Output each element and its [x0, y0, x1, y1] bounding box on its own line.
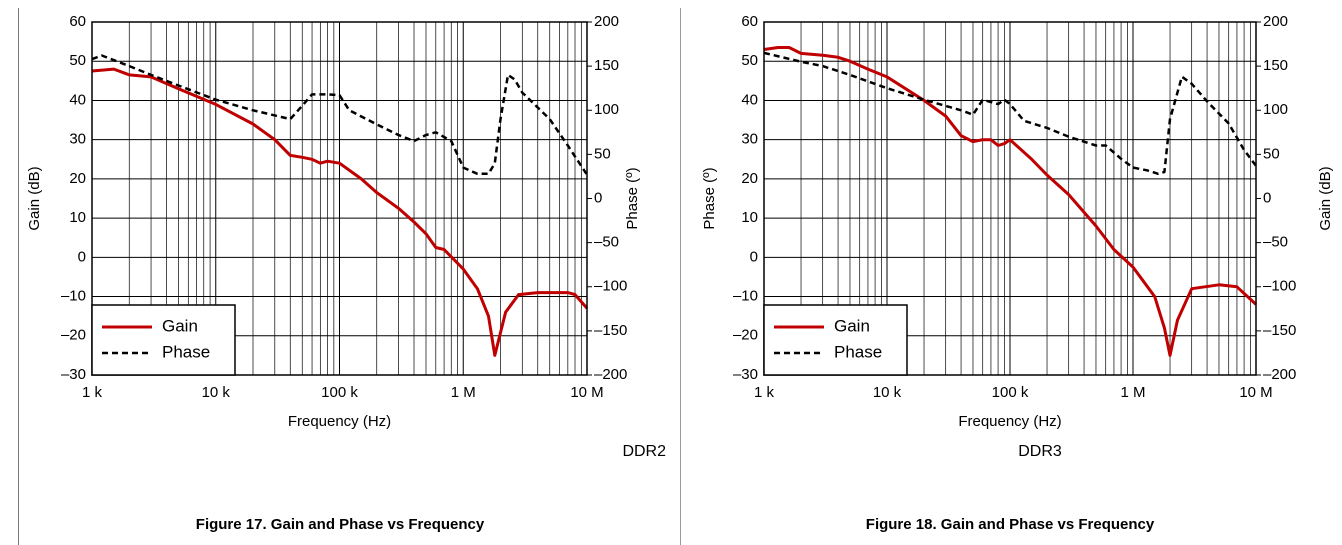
figure-caption: Figure 18. Gain and Phase vs Frequency	[866, 516, 1155, 533]
y2-tick-label: 100	[1263, 101, 1288, 118]
figure-caption: Figure 17. Gain and Phase vs Frequency	[196, 516, 485, 533]
legend-box	[91, 304, 236, 376]
y-tick-label: –30	[61, 366, 86, 383]
y2-tick-label: –150	[594, 322, 627, 339]
y2-tick-label: –100	[594, 278, 627, 295]
y2-tick-label: –200	[594, 366, 627, 383]
y2-tick-label: 200	[594, 13, 619, 30]
series-line	[91, 67, 589, 357]
y2-tick-label: 50	[594, 145, 611, 162]
legend-label: Phase	[162, 342, 210, 361]
y2-tick-label: –200	[1263, 366, 1296, 383]
x-tick-label: 10 k	[873, 384, 902, 401]
y-tick-label: 0	[78, 248, 86, 265]
y2-tick-label: 0	[594, 189, 602, 206]
x-tick-label: 100 k	[992, 384, 1029, 401]
y-tick-label: 0	[750, 248, 758, 265]
y2-tick-label: 150	[594, 57, 619, 74]
annotation: DDR2	[622, 443, 666, 460]
y2-tick-label: 100	[594, 101, 619, 118]
y-tick-label: 40	[741, 91, 758, 108]
y2-tick-label: –100	[1263, 278, 1296, 295]
x-tick-label: 1 M	[1120, 384, 1145, 401]
y2-tick-label: –150	[1263, 322, 1296, 339]
y2-tick-label: 200	[1263, 13, 1288, 30]
y-axis-label: Phase (º)	[701, 167, 718, 229]
y2-tick-label: –50	[1263, 234, 1288, 251]
y-tick-label: –10	[733, 288, 758, 305]
legend-label: Phase	[834, 342, 882, 361]
y-tick-label: –20	[61, 327, 86, 344]
y-tick-label: 60	[741, 13, 758, 30]
y-tick-label: 20	[741, 170, 758, 187]
y-tick-label: 40	[69, 91, 86, 108]
x-tick-label: 1 M	[451, 384, 476, 401]
series-line	[763, 51, 1257, 176]
y-tick-label: –30	[733, 366, 758, 383]
legend-label: Gain	[162, 316, 198, 335]
y2-tick-label: 0	[1263, 189, 1271, 206]
y-tick-label: –20	[733, 327, 758, 344]
x-tick-label: 10 k	[202, 384, 231, 401]
y-tick-label: 20	[69, 170, 86, 187]
y-tick-label: 50	[69, 52, 86, 69]
series-line	[763, 46, 1258, 357]
x-axis-label: Frequency (Hz)	[288, 413, 391, 430]
legend-box	[763, 304, 908, 376]
y-tick-label: 10	[69, 209, 86, 226]
legend-label: Gain	[834, 316, 870, 335]
y2-tick-label: 50	[1263, 145, 1280, 162]
y-axis-label: Gain (dB)	[26, 166, 43, 230]
series-line	[91, 54, 589, 176]
y2-axis-label: Gain (dB)	[1317, 166, 1334, 230]
y-tick-label: 30	[741, 131, 758, 148]
y-tick-label: 60	[69, 13, 86, 30]
x-tick-label: 100 k	[321, 384, 358, 401]
y-tick-label: 10	[741, 209, 758, 226]
y-tick-label: 30	[69, 131, 86, 148]
annotation: DDR3	[1018, 443, 1062, 460]
x-tick-label: 10 M	[1239, 384, 1272, 401]
y2-axis-label: Phase (º)	[624, 167, 641, 229]
plot-border	[763, 21, 1257, 376]
x-tick-label: 1 k	[82, 384, 103, 401]
y-tick-label: –10	[61, 288, 86, 305]
y2-tick-label: 150	[1263, 57, 1288, 74]
y2-tick-label: –50	[594, 234, 619, 251]
x-tick-label: 1 k	[754, 384, 775, 401]
y-tick-label: 50	[741, 52, 758, 69]
plot-border	[91, 21, 588, 376]
x-axis-label: Frequency (Hz)	[958, 413, 1061, 430]
x-tick-label: 10 M	[570, 384, 603, 401]
